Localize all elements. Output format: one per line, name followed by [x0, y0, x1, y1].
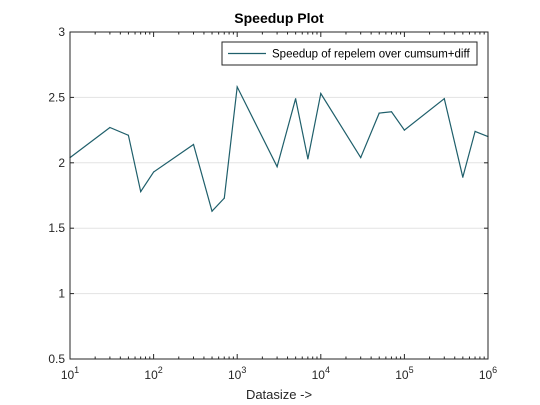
x-tick-label: 106 — [479, 365, 497, 382]
y-tick-label: 1.5 — [48, 221, 65, 235]
data-point — [474, 130, 476, 133]
data-point — [443, 98, 445, 100]
plot-area — [70, 32, 488, 359]
data-point — [109, 126, 111, 129]
data-point — [276, 166, 278, 168]
x-tick-label: 101 — [61, 365, 79, 382]
legend: Speedup of repelem over cumsum+diff — [221, 41, 478, 66]
x-tick-label: 102 — [144, 365, 162, 382]
y-tick-label: 0.5 — [48, 352, 65, 366]
data-point — [307, 158, 309, 160]
data-point — [211, 210, 213, 212]
data-point — [390, 111, 393, 113]
ticks: 0.5 1 1.5 2 2.5 3 101 102 103 104 105 106 — [48, 25, 497, 382]
data-point — [462, 176, 464, 178]
x-tick-label: 105 — [395, 365, 413, 382]
data-point — [378, 112, 380, 114]
data-point — [320, 92, 322, 95]
data-point — [223, 197, 225, 199]
data-point — [153, 171, 155, 173]
x-axis-label: Datasize -> — [246, 387, 312, 402]
data-point — [403, 129, 405, 131]
y-tick-label: 2 — [58, 156, 65, 170]
chart-title: Speedup Plot — [234, 10, 324, 26]
data-point — [360, 156, 362, 159]
legend-entry-label: Speedup of repelem over cumsum+diff — [272, 49, 470, 61]
data-point — [295, 98, 297, 100]
data-point — [192, 143, 195, 146]
grid-lines — [70, 96, 488, 295]
series-layer — [69, 84, 489, 213]
data-point — [127, 134, 130, 136]
axes-box — [69, 31, 489, 360]
y-tick-label: 1 — [58, 287, 65, 301]
data-point — [140, 190, 142, 193]
data-point — [236, 86, 238, 88]
x-tick-label: 103 — [228, 365, 246, 382]
legend-box — [221, 41, 478, 66]
y-tick-label: 2.5 — [48, 90, 65, 104]
y-tick-label: 3 — [58, 25, 65, 39]
x-tick-label: 104 — [312, 365, 330, 382]
